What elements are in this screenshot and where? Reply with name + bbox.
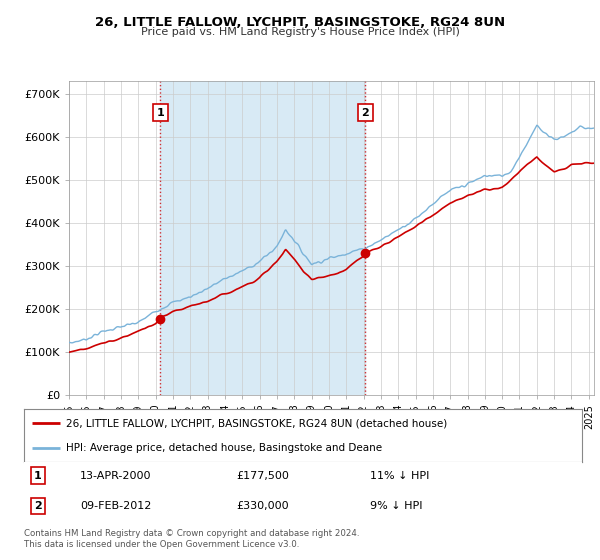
Text: 11% ↓ HPI: 11% ↓ HPI (370, 470, 430, 480)
Text: 1: 1 (157, 108, 164, 118)
Text: 09-FEB-2012: 09-FEB-2012 (80, 501, 151, 511)
Bar (160, 81, 365, 395)
Text: Contains HM Land Registry data © Crown copyright and database right 2024.
This d: Contains HM Land Registry data © Crown c… (24, 529, 359, 549)
Text: £330,000: £330,000 (236, 501, 289, 511)
Text: 9% ↓ HPI: 9% ↓ HPI (370, 501, 422, 511)
Text: Price paid vs. HM Land Registry's House Price Index (HPI): Price paid vs. HM Land Registry's House … (140, 27, 460, 37)
Text: 2: 2 (34, 501, 42, 511)
Text: 2: 2 (361, 108, 369, 118)
Text: 26, LITTLE FALLOW, LYCHPIT, BASINGSTOKE, RG24 8UN (detached house): 26, LITTLE FALLOW, LYCHPIT, BASINGSTOKE,… (66, 418, 447, 428)
Text: £177,500: £177,500 (236, 470, 289, 480)
Text: HPI: Average price, detached house, Basingstoke and Deane: HPI: Average price, detached house, Basi… (66, 442, 382, 452)
Text: 1: 1 (34, 470, 42, 480)
Text: 26, LITTLE FALLOW, LYCHPIT, BASINGSTOKE, RG24 8UN: 26, LITTLE FALLOW, LYCHPIT, BASINGSTOKE,… (95, 16, 505, 29)
Text: 13-APR-2000: 13-APR-2000 (80, 470, 151, 480)
